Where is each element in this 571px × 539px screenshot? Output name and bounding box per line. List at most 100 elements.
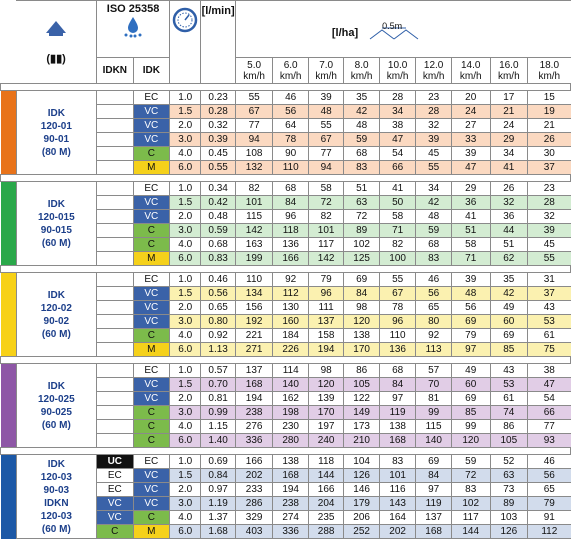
nozzle-name-line: IDK [47, 107, 65, 119]
application-rate-value: 37 [527, 286, 571, 301]
application-rate-value: 32 [527, 209, 571, 224]
application-rate-value: 67 [234, 104, 274, 119]
application-rate-value: 403 [234, 524, 274, 539]
idkn-drop-class [96, 118, 134, 133]
application-rate-value: 29 [450, 181, 491, 196]
application-rate-value: 23 [527, 181, 571, 196]
nozzle-name-line: 120-02 [40, 302, 72, 314]
application-rate-value: 74 [489, 405, 529, 420]
application-rate-value: 166 [307, 482, 345, 497]
speed-value: 5.0 [247, 59, 262, 71]
pressure-value: 3.0 [169, 132, 202, 147]
application-rate-value: 61 [489, 391, 529, 406]
application-rate-value: 119 [415, 496, 452, 511]
idk-drop-class: VC [132, 496, 171, 511]
application-rate-value: 45 [527, 237, 571, 252]
application-rate-value: 83 [343, 160, 380, 175]
table-row: M 6.0 0.83 199 166 142 125 100 83 71 62 55 [1, 251, 571, 266]
application-rate-value: 252 [343, 524, 380, 539]
nozzle-group-name: IDK 120-02 90-02 (60 M) [15, 272, 98, 357]
application-rate-value: 166 [272, 251, 309, 266]
pressure-value: 6.0 [169, 251, 202, 266]
group-color-stripe [0, 272, 17, 357]
pressure-value: 2.0 [169, 209, 202, 224]
application-rate-value: 51 [450, 223, 491, 238]
gauge-icon [173, 7, 198, 33]
pressure-value: 1.5 [169, 468, 202, 483]
nozzle-group-name: IDK 120-025 90-025 (60 M) [15, 363, 98, 448]
application-rate-value: 206 [343, 510, 380, 525]
idkn-drop-class [96, 272, 134, 287]
application-rate-value: 168 [234, 377, 274, 392]
flow-value: 0.92 [200, 328, 236, 343]
speed-column-header: 12.0 km/h [415, 57, 452, 84]
application-rate-value: 137 [307, 314, 345, 329]
application-rate-value: 119 [378, 405, 417, 420]
pressure-value: 1.5 [169, 286, 202, 301]
pressure-value: 4.0 [169, 510, 202, 525]
application-rate-value: 80 [415, 314, 452, 329]
application-rate-value: 240 [307, 433, 345, 448]
application-rate-value: 63 [343, 195, 380, 210]
application-rate-value: 98 [343, 300, 380, 315]
application-rate-value: 271 [234, 342, 274, 357]
table-row: VC 1.5 0.42 101 84 72 63 50 42 36 32 28 [1, 195, 571, 210]
application-rate-value: 28 [415, 104, 452, 119]
application-rate-value: 166 [234, 454, 274, 469]
idkn-drop-class: EC [96, 468, 134, 483]
idkn-drop-class [96, 286, 134, 301]
flow-value: 0.97 [200, 482, 236, 497]
application-rate-value: 137 [234, 363, 274, 378]
application-rate-value: 85 [450, 405, 491, 420]
application-rate-value: 35 [489, 272, 529, 287]
application-rate-value: 56 [415, 286, 452, 301]
flow-value: 0.46 [200, 272, 236, 287]
application-rate-value: 120 [343, 314, 380, 329]
idkn-drop-class [96, 433, 134, 448]
speed-unit: km/h [538, 70, 561, 82]
nozzle-name-line: (60 M) [41, 419, 71, 431]
application-rate-value: 92 [415, 328, 452, 343]
table-row: C 4.0 0.68 163 136 117 102 82 68 58 51 45 [1, 237, 571, 252]
pressure-value: 4.0 [169, 237, 202, 252]
idk-drop-class: VC [132, 104, 171, 119]
application-rate-value: 59 [415, 223, 452, 238]
application-rate-value: 226 [272, 342, 309, 357]
application-rate-value: 179 [343, 496, 380, 511]
idk-drop-class: VC [132, 286, 171, 301]
application-rate-value: 130 [272, 300, 309, 315]
table-row: M 6.0 1.13 271 226 194 170 136 113 97 85 75 [1, 342, 571, 357]
flow-value: 0.68 [200, 237, 236, 252]
application-rate-value: 85 [489, 342, 529, 357]
speed-value: 8.0 [354, 59, 369, 71]
application-rate-value: 138 [343, 328, 380, 343]
application-rate-value: 92 [272, 272, 309, 287]
application-rate-value: 102 [343, 237, 380, 252]
idk-drop-class: M [132, 524, 171, 539]
idkn-drop-class [96, 251, 134, 266]
pressure-value: 1.5 [169, 104, 202, 119]
nozzle-name-line: IDK [47, 289, 65, 301]
application-rate-value: 41 [489, 160, 529, 175]
nozzle-symbol-label: (▮▮) [46, 53, 66, 65]
application-rate-value: 91 [527, 510, 571, 525]
application-rate-value: 65 [415, 300, 452, 315]
application-rate-value: 58 [450, 237, 491, 252]
iso-label: ISO 25358 [106, 3, 160, 15]
pressure-value: 4.0 [169, 419, 202, 434]
application-rate-value: 39 [450, 146, 491, 161]
speed-unit: km/h [497, 70, 520, 82]
application-rate-value: 156 [234, 300, 274, 315]
table-row: VC 2.0 0.65 156 130 111 98 78 65 56 49 43 [1, 300, 571, 315]
application-rate-value: 233 [234, 482, 274, 497]
speed-unit: km/h [386, 70, 409, 82]
application-rate-value: 329 [234, 510, 274, 525]
nozzle-name-line: 90-01 [43, 133, 70, 145]
application-rate-value: 48 [307, 104, 345, 119]
application-rate-value: 72 [343, 209, 380, 224]
application-rate-value: 42 [343, 104, 380, 119]
idk-drop-class: EC [132, 181, 171, 196]
application-rate-value: 184 [272, 328, 309, 343]
application-rate-value: 99 [450, 419, 491, 434]
nozzle-name-line: 120-015 [37, 211, 75, 223]
